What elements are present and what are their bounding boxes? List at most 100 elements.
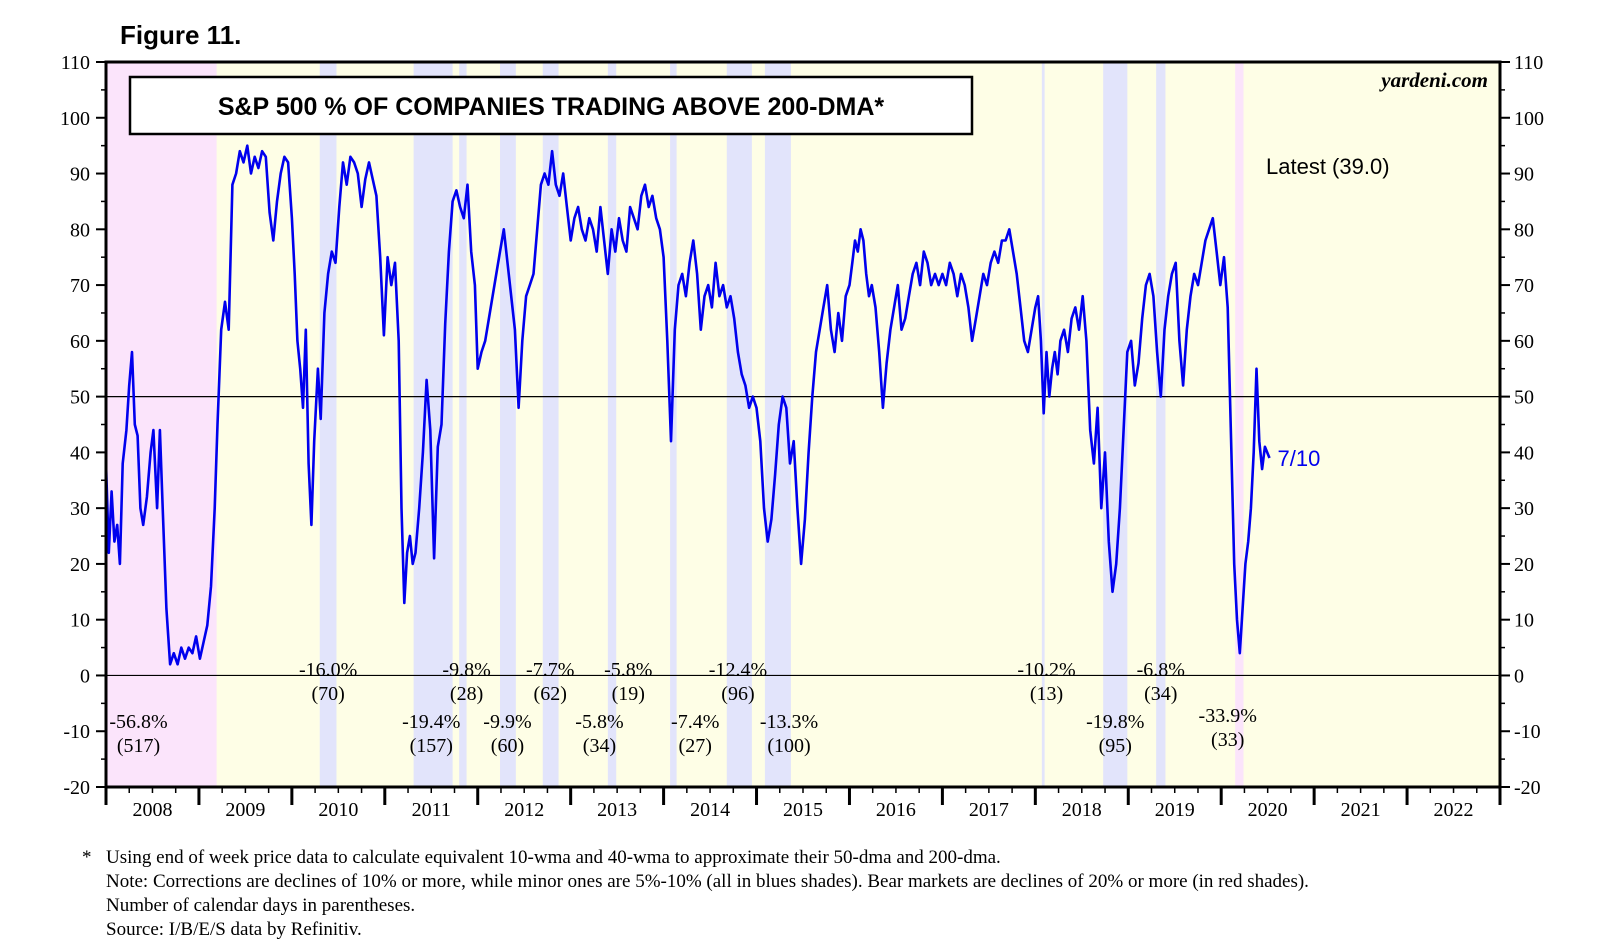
footnote-line-4: Source: I/B/E/S data by Refinitiv. [106, 919, 362, 940]
x-year-label: 2015 [783, 799, 823, 821]
annotation-decline: -9.8% [442, 659, 490, 681]
y-tick-label-right: 30 [1514, 498, 1534, 520]
x-year-label: 2020 [1248, 799, 1288, 821]
annotation-decline: -5.8% [575, 711, 623, 733]
footnote-line-1: * Using end of week price data to calcula… [82, 847, 1001, 868]
y-tick-label-left: 20 [70, 554, 90, 576]
plot-background [106, 62, 1500, 787]
x-year-label: 2018 [1062, 799, 1102, 821]
y-tick-label-right: 50 [1514, 387, 1534, 409]
x-year-label: 2010 [318, 799, 358, 821]
bear-market-band [106, 62, 217, 787]
y-tick-label-left: 100 [60, 108, 90, 130]
annotation-decline: -13.3% [760, 711, 818, 733]
y-tick-label-right: 60 [1514, 331, 1534, 353]
annotation-days: (62) [534, 683, 567, 705]
annotation-decline: -16.0% [299, 659, 357, 681]
source-tag: yardeni.com [1378, 68, 1488, 92]
annotation-days: (33) [1211, 729, 1244, 751]
x-year-label: 2022 [1434, 799, 1474, 821]
y-tick-label-right: 10 [1514, 610, 1534, 632]
series-line-0 [104, 144, 1271, 666]
y-tick-label-left: 30 [70, 498, 90, 520]
chart-svg: -56.8%(517) -16.0%(70) -19.4%(157) -9.8%(28… [60, 52, 1544, 821]
footnotes: * Using end of week price data to calcula… [82, 846, 1592, 942]
correction-band [542, 62, 559, 787]
annotation-days: (95) [1099, 735, 1132, 757]
correction-band [726, 62, 752, 787]
annotation-days: (34) [583, 735, 616, 757]
annotations-group: -56.8%(517) -16.0%(70) -19.4%(157) -9.8%(28… [109, 659, 1257, 757]
annotation-decline: -12.4% [709, 659, 767, 681]
x-year-label: 2013 [597, 799, 637, 821]
annotation-days: (19) [612, 683, 645, 705]
footnote-line-3: Number of calendar days in parentheses. [106, 895, 416, 916]
latest-label: Latest (39.0) [1266, 154, 1390, 179]
x-year-label: 2021 [1341, 799, 1381, 821]
y-tick-label-left: 90 [70, 164, 90, 186]
plot-area [106, 62, 1500, 787]
y-tick-label-right: -10 [1514, 721, 1541, 743]
y-tick-label-left: 40 [70, 442, 90, 464]
annotation-decline: -56.8% [109, 711, 167, 733]
annotation-decline: -33.9% [1199, 705, 1257, 727]
y-tick-label-left: 60 [70, 331, 90, 353]
x-year-label: 2008 [132, 799, 172, 821]
correction-band [413, 62, 453, 787]
annotation-days: (13) [1030, 683, 1063, 705]
x-year-label: 2011 [412, 799, 451, 821]
y-tick-label-left: -20 [63, 777, 90, 799]
annotation-days: (60) [491, 735, 524, 757]
footnote-line-2: Note: Corrections are declines of 10% or… [106, 871, 1309, 892]
y-tick-label-right: 90 [1514, 164, 1534, 186]
x-year-label: 2014 [690, 799, 730, 821]
correction-band [1156, 62, 1166, 787]
end-date-label: 7/10 [1278, 446, 1321, 471]
y-tick-label-left: 50 [70, 387, 90, 409]
correction-band [670, 62, 677, 787]
y-tick-label-right: 100 [1514, 108, 1544, 130]
annotation-decline: -19.4% [402, 711, 460, 733]
y-tick-label-right: 70 [1514, 275, 1534, 297]
y-tick-label-right: 20 [1514, 554, 1534, 576]
annotation-decline: -19.8% [1086, 711, 1144, 733]
correction-band [500, 62, 516, 787]
x-year-label: 2019 [1155, 799, 1195, 821]
annotation-days: (34) [1144, 683, 1177, 705]
y-tick-label-left: -10 [63, 721, 90, 743]
y-tick-label-right: 80 [1514, 219, 1534, 241]
series-group [104, 144, 1271, 666]
y-tick-label-left: 10 [70, 610, 90, 632]
annotation-days: (27) [679, 735, 712, 757]
y-tick-label-left: 110 [61, 52, 90, 74]
y-tick-label-right: 40 [1514, 442, 1534, 464]
correction-band [607, 62, 617, 787]
chart-title-box [128, 75, 974, 136]
annotation-decline: -7.4% [671, 711, 719, 733]
figure-label: Figure 11. [120, 20, 242, 50]
annotation-days: (517) [117, 735, 160, 757]
reference-lines [106, 396, 1500, 677]
correction-band [459, 62, 467, 787]
annotation-days: (96) [721, 683, 754, 705]
x-year-label: 2012 [504, 799, 544, 821]
y-tick-label-left: 70 [70, 275, 90, 297]
x-year-label: 2016 [876, 799, 916, 821]
annotation-decline: -9.9% [483, 711, 531, 733]
annotation-decline: -5.8% [604, 659, 652, 681]
x-year-label: 2009 [225, 799, 265, 821]
correction-band [1041, 62, 1045, 787]
chart-title: S&P 500 % OF COMPANIES TRADING ABOVE 200… [218, 93, 885, 121]
annotation-decline: -6.8% [1137, 659, 1185, 681]
annotation-decline: -7.7% [526, 659, 574, 681]
annotation-days: (70) [311, 683, 344, 705]
y-tick-label-right: -20 [1514, 777, 1541, 799]
y-tick-label-right: 110 [1514, 52, 1543, 74]
y-tick-label-right: 0 [1514, 665, 1524, 687]
annotation-days: (157) [410, 735, 453, 757]
annotation-decline: -10.2% [1017, 659, 1075, 681]
annotation-days: (28) [450, 683, 483, 705]
y-tick-label-left: 80 [70, 219, 90, 241]
annotation-days: (100) [767, 735, 810, 757]
